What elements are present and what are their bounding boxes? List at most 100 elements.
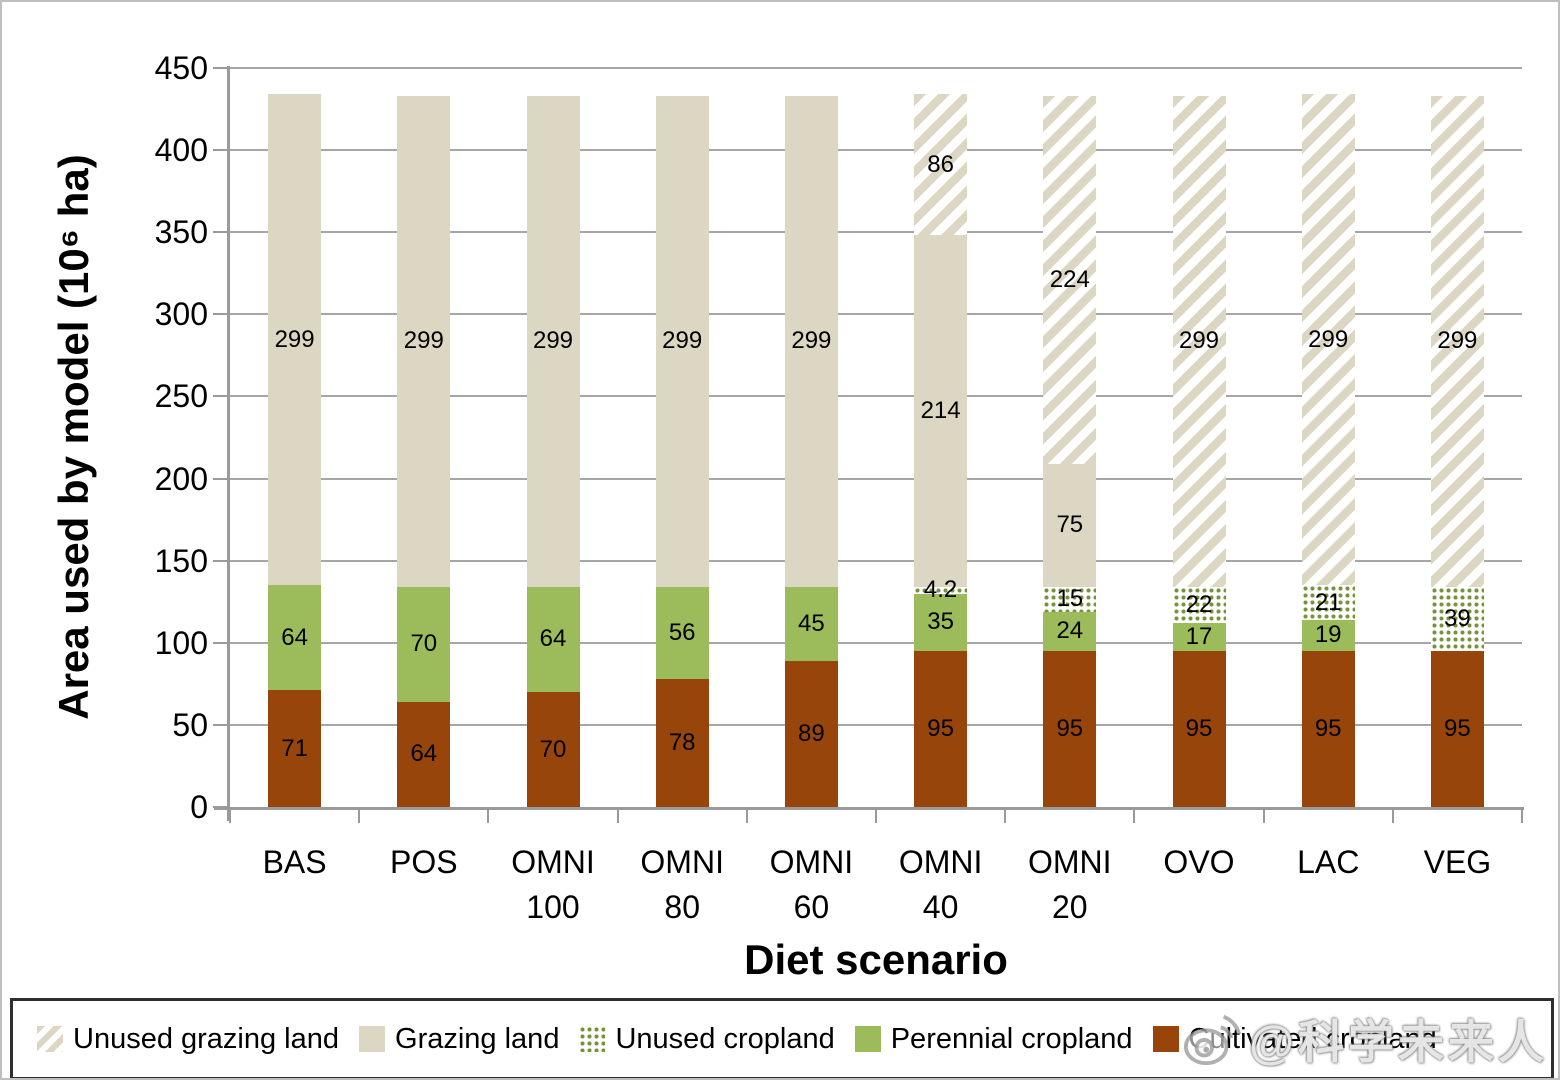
- y-axis-tick-label: 150: [154, 542, 208, 579]
- legend-label: Unused cropland: [615, 1022, 835, 1055]
- bar-segment: [784, 586, 838, 661]
- x-axis-tick: [616, 810, 619, 823]
- legend-label: Cultivated cropland: [1188, 1022, 1437, 1055]
- legend-item: Cultivated cropland: [1152, 1022, 1437, 1056]
- x-axis-category-line: VEG: [1423, 844, 1492, 880]
- bar-segment: [1172, 623, 1226, 651]
- bar-segment: [914, 93, 968, 236]
- x-axis-category-label: OMNI 40: [876, 840, 1005, 930]
- y-axis-tick: [213, 313, 230, 316]
- bar-segment: [1043, 95, 1097, 464]
- bar-segment: [1301, 651, 1355, 807]
- bar-value-label: 64: [410, 740, 438, 768]
- y-axis-tick-label: 200: [154, 460, 208, 497]
- bar-segment: [784, 660, 838, 807]
- y-axis-tick-label: 250: [154, 378, 208, 415]
- x-axis-category-line: OMNI: [769, 844, 854, 880]
- bar-value-label: 299: [1308, 325, 1349, 353]
- bar-value-label: 35: [927, 608, 954, 636]
- x-axis-category-line: OMNI: [1028, 844, 1112, 880]
- y-axis-tick: [213, 395, 230, 398]
- x-axis-tick: [229, 810, 231, 823]
- x-axis-tick: [875, 810, 877, 823]
- legend-item: Unused cropland: [579, 1022, 835, 1056]
- y-axis-tick: [213, 641, 230, 644]
- bar-segment: [268, 585, 322, 691]
- bar-segment: [526, 586, 580, 693]
- bar-segment: [1430, 586, 1484, 651]
- bar-segment: [1043, 651, 1097, 807]
- bar-value-label: 299: [1437, 327, 1478, 355]
- bar-segment: [1430, 651, 1484, 807]
- gridline: [230, 641, 1522, 644]
- gridline: [230, 313, 1522, 316]
- bar-segment: [268, 94, 322, 586]
- gridline: [230, 231, 1522, 234]
- gridline: [230, 149, 1522, 152]
- bar-value-label: 86: [927, 150, 954, 178]
- x-axis-category-label: VEG: [1393, 840, 1522, 885]
- bar-value-label: 299: [791, 327, 832, 355]
- bar-segment: [526, 692, 580, 807]
- x-axis-category-label: BAS: [230, 840, 359, 885]
- bar-segment: [1043, 463, 1097, 587]
- x-axis-category-line: 60: [793, 889, 830, 925]
- y-axis-tick-label: 50: [172, 706, 208, 743]
- x-axis-category-line: OMNI: [640, 844, 724, 880]
- legend-swatch-icon: [854, 1026, 881, 1052]
- y-axis-tick: [213, 67, 230, 69]
- bar-value-label: 71: [281, 734, 308, 762]
- gridline: [230, 723, 1522, 726]
- bar-segment: [655, 95, 709, 587]
- y-axis-tick-label: 350: [154, 214, 208, 251]
- x-axis-category-line: OMNI: [511, 844, 595, 880]
- y-axis-line: [227, 66, 230, 821]
- bar-segment: [397, 701, 451, 807]
- bar-segment: [1043, 586, 1097, 612]
- gridline: [230, 395, 1522, 398]
- bar-segment: [1172, 95, 1226, 587]
- bar-value-label: 95: [1056, 714, 1084, 742]
- bar-value-label: 70: [539, 735, 567, 763]
- bar-segment: [1043, 611, 1097, 651]
- y-axis-tick-label: 0: [190, 789, 208, 825]
- bar-value-label: 64: [539, 625, 567, 653]
- bar-value-label: 299: [532, 327, 574, 355]
- x-axis-tick: [1133, 810, 1136, 823]
- bar-segment: [655, 586, 709, 679]
- bar-value-label: 4.2: [923, 576, 958, 604]
- bar-value-label: 78: [668, 728, 696, 756]
- bar-value-label: 299: [1178, 327, 1220, 355]
- bar-value-label: 64: [281, 623, 308, 651]
- y-axis-tick: [213, 477, 230, 480]
- x-axis-tick: [745, 810, 748, 823]
- bar-value-label: 19: [1314, 621, 1342, 649]
- x-axis-category-label: OMNI 100: [488, 840, 617, 930]
- x-axis-category-label: OVO: [1134, 840, 1263, 885]
- x-axis-category-line: POS: [389, 844, 458, 880]
- x-axis-category-line: OMNI: [898, 844, 983, 880]
- bar-value-label: 299: [274, 325, 315, 353]
- x-axis-category-label: OMNI 20: [1005, 840, 1134, 930]
- x-axis-category-label: LAC: [1264, 840, 1393, 885]
- bar-value-label: 70: [410, 630, 438, 658]
- bar-segment: [1301, 619, 1355, 651]
- x-axis-category-line: 20: [1051, 889, 1088, 925]
- bar-value-label: 299: [403, 327, 444, 355]
- y-axis-tick-label: 450: [154, 50, 208, 86]
- bar-value-label: 15: [1056, 585, 1084, 613]
- x-axis-category-label: OMNI 80: [618, 840, 747, 930]
- bar-segment: [526, 95, 580, 587]
- bar-value-label: 95: [1185, 714, 1213, 742]
- x-axis-tick: [358, 810, 361, 823]
- legend-swatch-icon: [359, 1026, 386, 1052]
- bar-segment: [914, 586, 968, 594]
- x-axis-category-label: OMNI 60: [747, 840, 876, 930]
- y-axis-tick-label: 100: [154, 624, 208, 661]
- bar-value-label: 95: [1444, 714, 1471, 742]
- x-axis-tick: [1004, 810, 1007, 823]
- gridline: [230, 559, 1522, 562]
- bar-segment: [914, 651, 968, 807]
- x-axis-category-line: LAC: [1297, 844, 1360, 880]
